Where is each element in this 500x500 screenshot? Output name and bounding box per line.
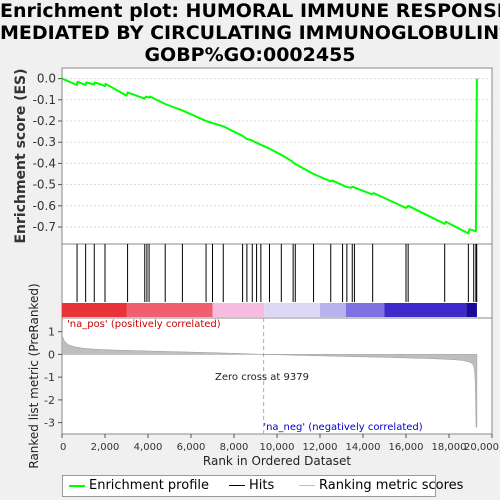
legend-label-hits: Hits — [249, 478, 275, 493]
colorbar-band — [466, 303, 477, 317]
hit-lines — [76, 244, 478, 302]
x-tick-label: 10,000 — [260, 442, 295, 453]
enrichment-line — [61, 77, 478, 235]
es-panel: 0.0 -0.1 -0.2 -0.3 -0.4 -0.5 -0.6 -0.7 Enrichme… — [13, 67, 493, 245]
legend-label-ranking: Ranking metric scores — [319, 478, 464, 493]
x-tick-label: 2,000 — [91, 442, 120, 453]
legend-swatch-ranking — [299, 485, 315, 486]
x-tick-label: 6,000 — [177, 442, 206, 453]
es-tick-label: -0.2 — [33, 114, 56, 128]
x-tick-label: 8,000 — [220, 442, 249, 453]
metric-tick-label: -3 — [44, 417, 55, 430]
es-tick-label: 0.0 — [37, 72, 56, 86]
colorbar-band — [384, 303, 467, 317]
es-tick-label: -0.6 — [33, 199, 56, 213]
metric-tick-label: -2 — [44, 394, 55, 407]
metric-tick-label: -1 — [44, 371, 55, 384]
neg-label: 'na_neg' (negatively correlated) — [263, 422, 422, 433]
colorbar-band — [126, 303, 213, 317]
metric-plot-area — [61, 317, 493, 435]
legend: Enrichment profile Hits Ranking metric s… — [62, 475, 463, 497]
colorbar-band — [212, 303, 265, 317]
metric-panel: 1 0 -1 -2 -3 0 2,000 4,000 6,000 8,000 10,000 12,0… — [27, 283, 499, 468]
metric-tick-label: 0 — [48, 348, 55, 361]
es-plot-area — [61, 67, 493, 245]
title-line-1: Enrichment plot: HUMORAL IMMUNE RESPONSE — [0, 0, 500, 22]
pos-label: 'na_pos' (positively correlated) — [67, 319, 221, 330]
title-line-2: MEDIATED BY CIRCULATING IMMUNOGLOBULIN% — [0, 22, 500, 44]
es-y-ticks: 0.0 -0.1 -0.2 -0.3 -0.4 -0.5 -0.6 -0.7 — [33, 72, 62, 234]
chart-title: Enrichment plot: HUMORAL IMMUNE RESPONSE… — [0, 0, 500, 66]
legend-swatch-enrichment — [69, 484, 85, 487]
x-tick-label: 16,000 — [389, 442, 424, 453]
metric-y-ticks: 1 0 -1 -2 -3 — [44, 326, 62, 430]
x-tick-label: 12,000 — [303, 442, 338, 453]
es-tick-label: -0.7 — [33, 220, 56, 234]
rank-colorbar — [62, 303, 477, 317]
x-tick-label: 0 — [60, 442, 66, 453]
es-ylabel: Enrichment score (ES) — [13, 68, 29, 243]
x-tick-label: 14,000 — [346, 442, 381, 453]
legend-item-ranking: Ranking metric scores — [299, 478, 463, 494]
x-tick-label: 20,000 — [464, 442, 499, 453]
es-tick-label: -0.3 — [33, 135, 56, 149]
es-tick-label: -0.1 — [33, 93, 56, 107]
x-tick-label: 4,000 — [134, 442, 163, 453]
metric-xlabel: Rank in Ordered Dataset — [203, 454, 351, 468]
legend-swatch-hits — [229, 485, 245, 486]
legend-label-enrichment: Enrichment profile — [89, 478, 209, 493]
ranking-metric-area — [61, 335, 478, 428]
legend-item-hits: Hits — [229, 478, 274, 494]
metric-x-ticks: 0 2,000 4,000 6,000 8,000 10,000 12,000 14,000 1… — [60, 434, 499, 453]
es-tick-label: -0.5 — [33, 178, 56, 192]
es-tick-label: -0.4 — [33, 156, 56, 170]
hits-panel — [61, 243, 493, 319]
x-tick-label: 18,000 — [432, 442, 467, 453]
title-line-3: GOBP%GO:0002455 — [144, 44, 356, 66]
metric-ylabel: Ranked list metric (PreRanked) — [27, 283, 41, 468]
colorbar-band — [345, 303, 385, 317]
colorbar-band — [62, 303, 127, 317]
colorbar-band — [320, 303, 346, 317]
colorbar-band — [264, 303, 320, 317]
legend-item-enrichment: Enrichment profile — [69, 478, 209, 494]
metric-tick-label: 1 — [48, 326, 55, 339]
zero-cross-label: Zero cross at 9379 — [215, 372, 309, 383]
